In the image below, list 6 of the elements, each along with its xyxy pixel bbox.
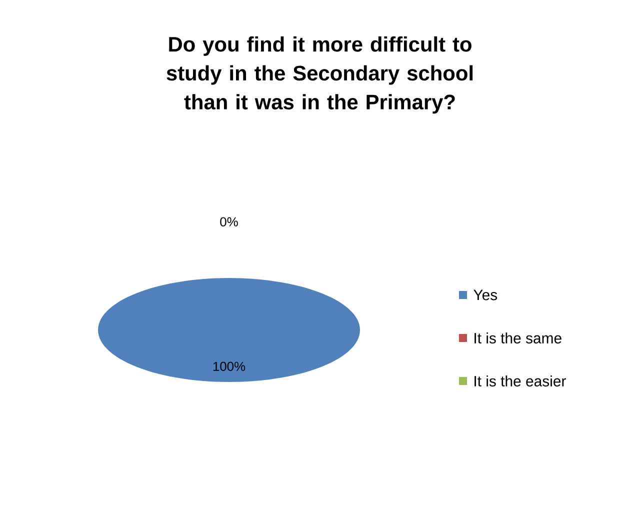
- legend-label: Yes: [474, 290, 498, 300]
- legend-label: It is the easier: [474, 376, 566, 386]
- data-label: 100%: [213, 362, 246, 371]
- legend-label: It is the same: [474, 332, 562, 344]
- text: 0%: [220, 217, 238, 226]
- chart-title: Do you find it more difficult to study in the Secondary school than it was in the Primary?: [166, 36, 473, 114]
